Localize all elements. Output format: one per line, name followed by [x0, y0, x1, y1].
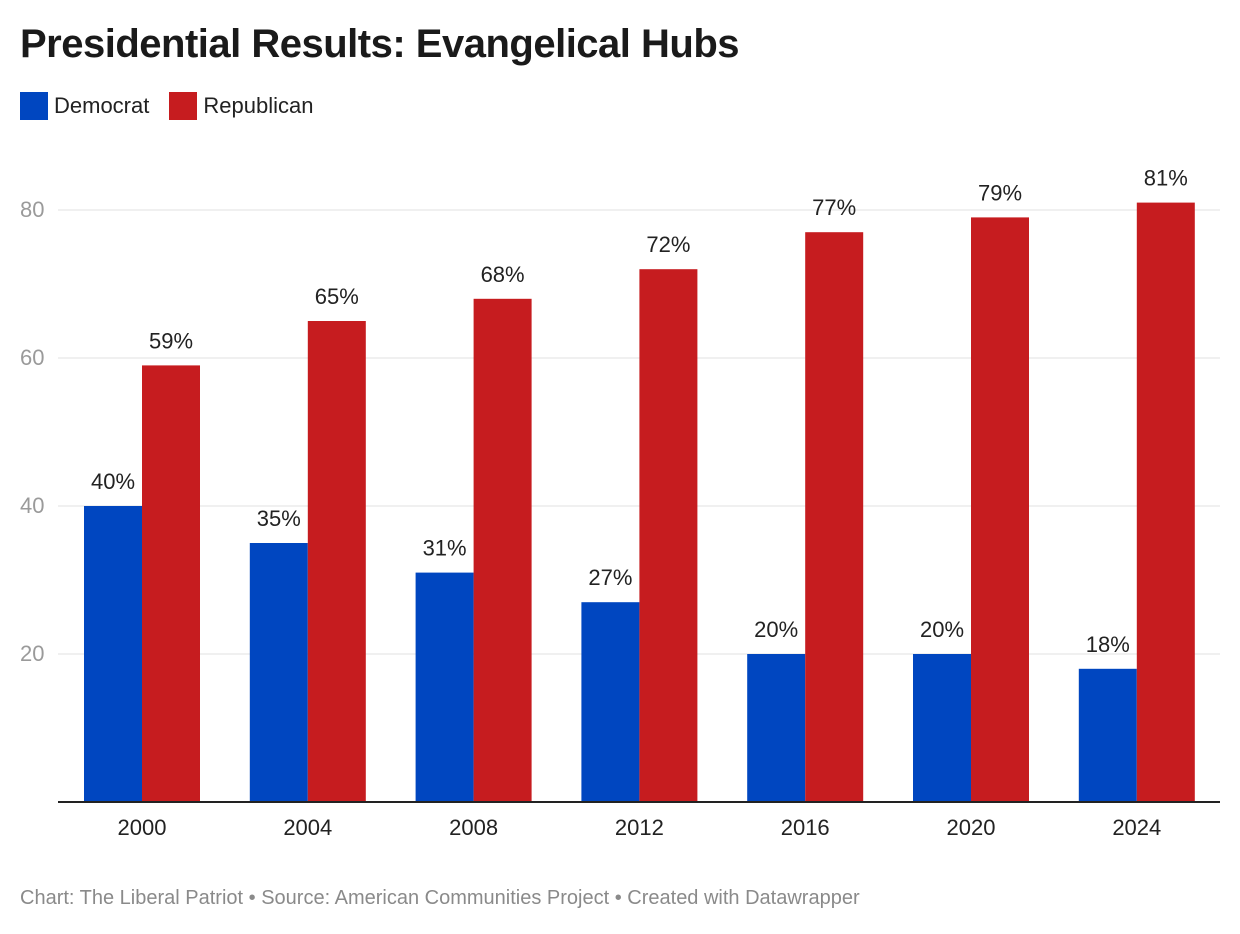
data-label: 20%: [754, 617, 798, 642]
footer-separator: •: [248, 887, 256, 909]
x-tick-label: 2000: [118, 815, 167, 840]
footer-separator: •: [614, 887, 622, 909]
bar-democrat: [1078, 668, 1137, 802]
bar-democrat: [747, 654, 806, 802]
data-label: 77%: [812, 195, 856, 220]
footer-source: Source: American Communities Project: [261, 887, 610, 909]
legend-swatch-democrat: [20, 92, 48, 120]
data-label: 20%: [920, 617, 964, 642]
x-tick-label: 2024: [1112, 815, 1161, 840]
x-tick-label: 2020: [947, 815, 996, 840]
x-tick-label: 2016: [781, 815, 830, 840]
data-label: 31%: [423, 536, 467, 561]
footer-chart-credit: Chart: The Liberal Patriot: [20, 887, 244, 909]
x-tick-label: 2004: [283, 815, 332, 840]
data-label: 79%: [978, 180, 1022, 205]
footer: Chart: The Liberal Patriot • Source: Ame…: [20, 887, 860, 910]
bar-democrat: [249, 543, 308, 802]
x-tick-label: 2012: [615, 815, 664, 840]
bar-republican: [639, 269, 698, 802]
data-label: 18%: [1086, 632, 1130, 657]
legend-swatch-republican: [169, 92, 198, 120]
legend-item-republican: Republican: [169, 92, 313, 120]
y-tick-label: 80: [20, 197, 44, 222]
legend-label-republican: Republican: [203, 93, 314, 118]
bar-republican: [142, 365, 200, 802]
bar-democrat: [415, 572, 474, 802]
chart-title: Presidential Results: Evangelical Hubs: [20, 22, 740, 66]
bar-republican: [805, 232, 864, 802]
bar-democrat: [84, 506, 142, 802]
y-tick-label: 40: [20, 493, 44, 518]
data-label: 65%: [315, 284, 359, 309]
legend-label-democrat: Democrat: [54, 93, 150, 118]
bar-democrat: [581, 602, 640, 802]
data-label: 72%: [646, 232, 690, 257]
data-label: 59%: [149, 328, 193, 353]
y-tick-label: 60: [20, 345, 44, 370]
legend-item-democrat: Democrat: [20, 92, 149, 120]
data-label: 27%: [588, 565, 632, 590]
legend: Democrat Republican: [20, 92, 313, 120]
bar-democrat: [913, 654, 971, 802]
data-label: 68%: [481, 262, 525, 287]
data-label: 35%: [257, 506, 301, 531]
footer-created-with: Created with Datawrapper: [627, 887, 860, 909]
data-label: 81%: [1144, 166, 1188, 191]
data-label: 40%: [91, 469, 135, 494]
x-tick-label: 2008: [449, 815, 498, 840]
bar-republican: [971, 217, 1029, 802]
bar-republican: [307, 321, 366, 802]
y-tick-label: 20: [20, 641, 44, 666]
bar-republican: [1136, 202, 1195, 803]
bar-republican: [473, 298, 532, 802]
